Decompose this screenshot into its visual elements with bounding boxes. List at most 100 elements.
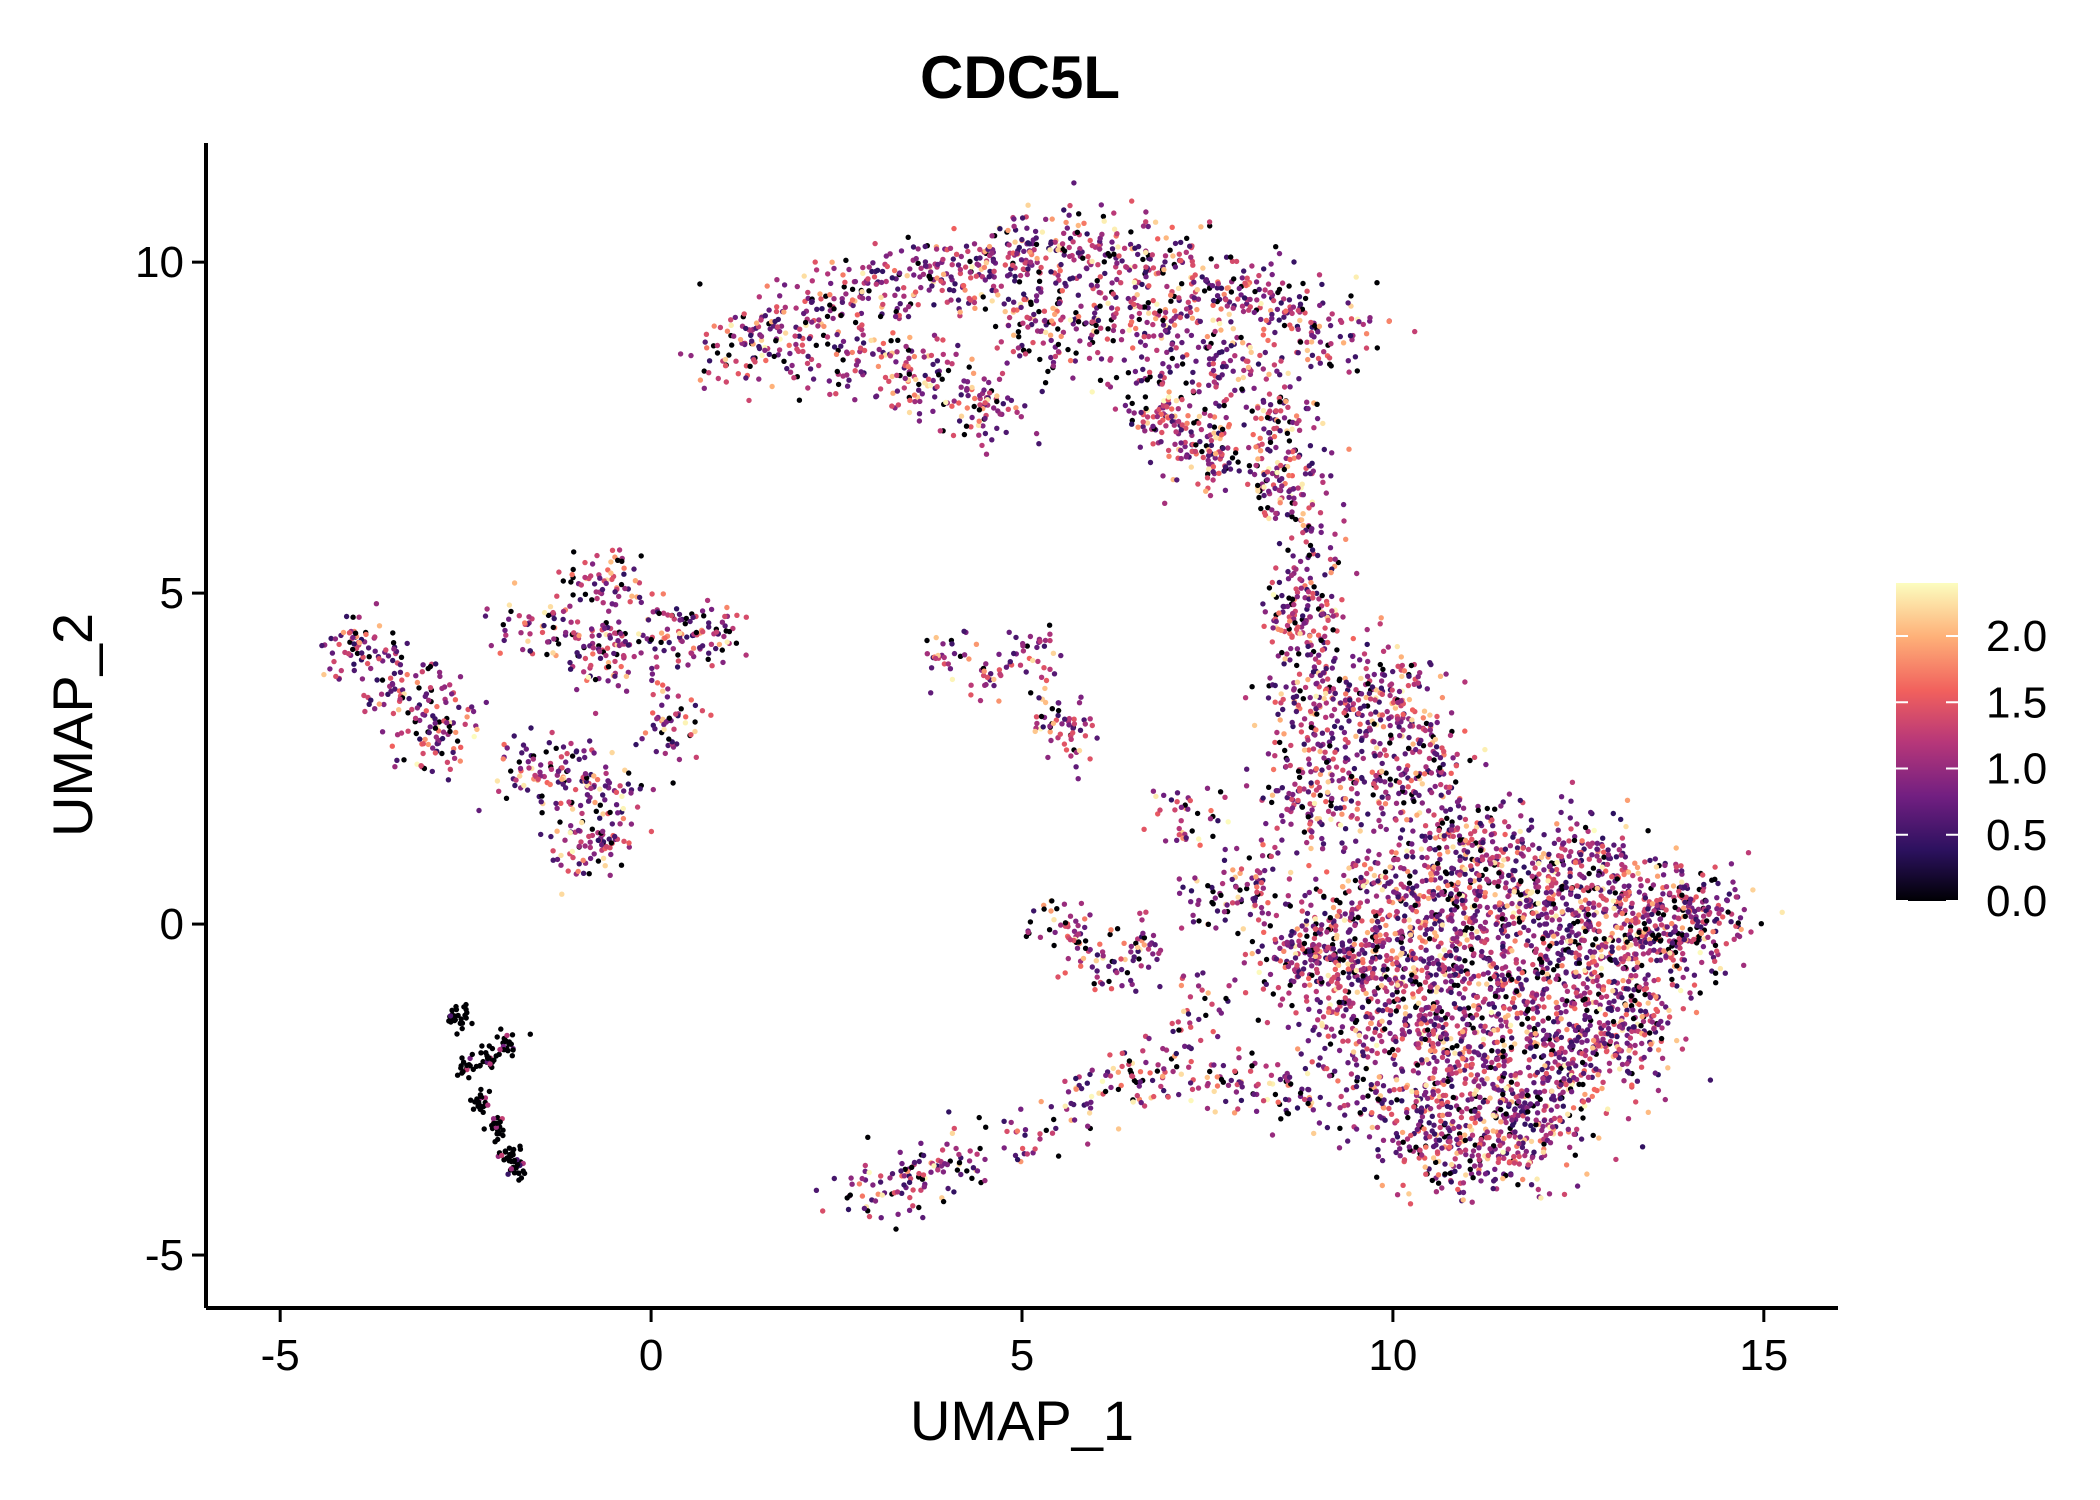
cell-point	[976, 407, 983, 413]
cell-point	[1492, 806, 1498, 812]
cell-point	[1217, 320, 1223, 327]
cell-point	[1317, 339, 1324, 345]
cell-point	[1536, 845, 1542, 852]
cell-point	[1025, 202, 1031, 208]
cell-point	[1281, 296, 1287, 302]
cell-point	[1198, 426, 1205, 433]
cell-point	[1502, 846, 1509, 852]
cell-point	[1438, 769, 1444, 775]
cell-point	[1323, 798, 1329, 805]
cell-point	[1107, 357, 1113, 363]
cell-point	[1318, 529, 1324, 536]
cell-point	[1394, 967, 1400, 973]
cell-point	[982, 306, 989, 312]
cell-point	[1400, 727, 1406, 733]
cell-point	[1067, 317, 1074, 323]
cell-point	[1505, 893, 1511, 900]
cell-point	[1260, 399, 1267, 405]
cell-point	[1411, 1104, 1417, 1110]
cell-point	[1503, 1019, 1509, 1025]
cell-point	[1654, 873, 1661, 879]
cell-point	[1146, 310, 1152, 316]
cell-point	[1309, 332, 1315, 339]
cell-point	[1596, 921, 1602, 927]
cell-point	[1261, 426, 1267, 432]
cell-point	[1272, 329, 1278, 336]
cell-point	[983, 451, 990, 457]
cell-point	[1465, 1044, 1472, 1050]
cell-point	[1262, 609, 1269, 615]
cell-point	[1383, 922, 1389, 929]
cell-point	[1456, 1062, 1462, 1068]
cell-point	[1383, 931, 1389, 938]
cell-point	[1021, 248, 1027, 254]
cell-point	[891, 267, 898, 274]
cell-point	[1414, 1062, 1421, 1068]
cell-point	[1300, 966, 1307, 972]
cell-point	[1131, 301, 1137, 307]
cell-point	[1387, 776, 1393, 782]
cell-point	[1067, 357, 1074, 364]
cell-point	[1354, 1074, 1361, 1081]
cell-point	[1288, 821, 1294, 827]
cell-point	[1304, 347, 1311, 354]
cell-point	[827, 302, 833, 308]
cell-point	[1111, 314, 1117, 320]
cell-point	[1327, 915, 1334, 921]
cell-point	[1559, 895, 1566, 901]
cell-point	[1311, 935, 1318, 942]
cell-point	[1289, 509, 1295, 515]
cell-point	[1439, 694, 1446, 701]
cell-point	[1202, 406, 1208, 412]
cell-point	[1578, 1136, 1585, 1142]
cell-point	[934, 336, 940, 342]
cell-point	[1365, 998, 1372, 1005]
cell-point	[849, 286, 856, 292]
cell-point	[1050, 305, 1056, 311]
cell-point	[1467, 1158, 1473, 1164]
cell-point	[1293, 566, 1299, 572]
cell-point	[1426, 755, 1433, 762]
cell-point	[1394, 716, 1401, 722]
cell-point	[1126, 408, 1132, 414]
cell-point	[1602, 1011, 1609, 1018]
cell-point	[965, 392, 971, 399]
cell-point	[901, 293, 907, 299]
cell-point	[930, 361, 936, 368]
cell-point	[1266, 430, 1272, 436]
cell-point	[1402, 1004, 1409, 1010]
cell-point	[1328, 1026, 1335, 1032]
cell-point	[915, 302, 921, 308]
cell-point	[1059, 288, 1066, 294]
cell-point	[1128, 319, 1135, 325]
cell-point	[1376, 752, 1383, 758]
cell-point	[1328, 473, 1334, 479]
cell-point	[1423, 1082, 1429, 1089]
cell-point	[1603, 993, 1610, 1000]
cell-point	[1295, 326, 1301, 332]
cell-point	[883, 253, 889, 259]
cell-point	[1399, 662, 1406, 669]
cell-point	[1183, 425, 1189, 431]
cell-point	[1267, 439, 1274, 445]
cell-point	[1399, 935, 1405, 941]
cell-point	[1568, 798, 1574, 804]
cell-point	[1066, 244, 1072, 251]
cell-point	[1376, 1074, 1383, 1080]
cell-point	[1323, 490, 1330, 496]
cell-point	[809, 298, 815, 305]
cell-point	[1310, 1027, 1316, 1033]
cell-point	[1586, 856, 1593, 862]
cell-point	[1321, 893, 1327, 899]
cell-point	[1353, 1126, 1360, 1132]
cell-point	[841, 284, 847, 290]
cell-point	[994, 393, 1000, 399]
cell-point	[1238, 292, 1244, 298]
cell-point	[874, 267, 881, 273]
cell-point	[1201, 288, 1208, 294]
cell-point	[1556, 925, 1563, 931]
cell-point	[999, 370, 1006, 377]
cell-point	[1301, 747, 1308, 753]
cell-point	[1267, 408, 1273, 414]
cell-point	[1325, 779, 1331, 785]
